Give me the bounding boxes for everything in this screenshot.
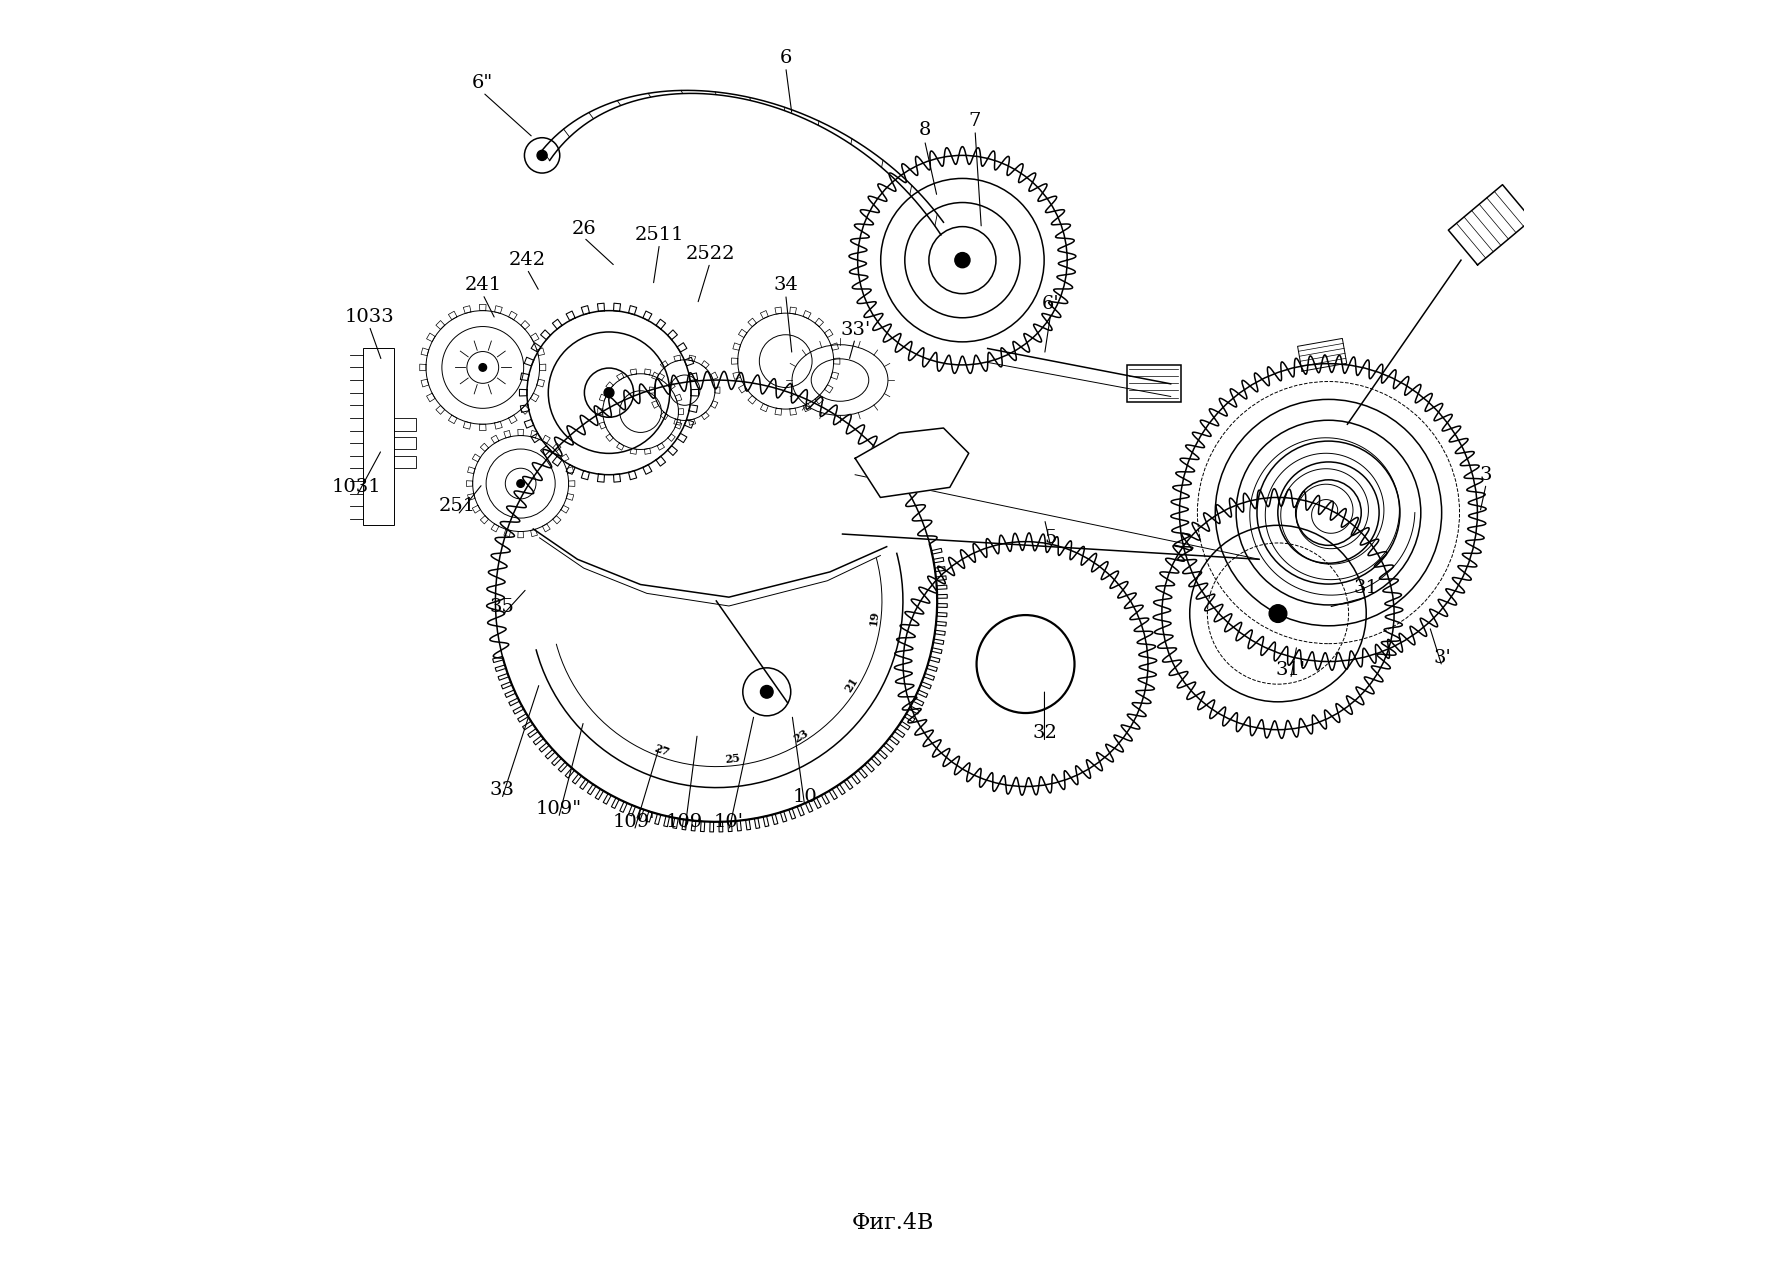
Text: 8: 8: [918, 121, 931, 139]
Text: 10: 10: [793, 788, 816, 806]
Text: 1031: 1031: [332, 478, 382, 496]
Text: 25: 25: [725, 753, 741, 765]
Text: 251: 251: [439, 497, 477, 515]
Text: 5: 5: [1045, 529, 1057, 546]
Text: 34: 34: [773, 276, 798, 295]
Text: 35: 35: [489, 598, 514, 616]
Circle shape: [1270, 605, 1288, 622]
Text: 6: 6: [779, 49, 791, 67]
Text: 109": 109": [536, 801, 582, 818]
Text: 33: 33: [489, 782, 514, 799]
Circle shape: [956, 253, 970, 268]
Text: Фиг.4В: Фиг.4В: [852, 1212, 934, 1235]
Text: 27: 27: [654, 743, 672, 758]
Text: 10': 10': [714, 813, 745, 831]
Text: 7: 7: [968, 113, 981, 130]
Text: 21: 21: [843, 676, 859, 694]
Text: 6': 6': [1041, 295, 1059, 314]
Text: 33': 33': [839, 320, 870, 339]
Text: 2522: 2522: [686, 245, 734, 263]
Circle shape: [479, 363, 486, 371]
Text: 3': 3': [1432, 649, 1450, 667]
Polygon shape: [855, 428, 968, 497]
Text: 109: 109: [666, 813, 704, 831]
Circle shape: [604, 388, 614, 397]
Text: 241: 241: [464, 276, 502, 295]
Text: 3: 3: [1481, 466, 1493, 483]
Circle shape: [516, 479, 525, 487]
Text: 19: 19: [868, 610, 880, 626]
Text: 31: 31: [1354, 579, 1379, 597]
Text: 23: 23: [791, 727, 809, 744]
Text: 109': 109': [613, 813, 655, 831]
Polygon shape: [1127, 364, 1181, 401]
Text: 242: 242: [509, 252, 545, 269]
Text: 1033: 1033: [345, 307, 395, 326]
Text: 6": 6": [472, 75, 493, 92]
Text: 2511: 2511: [634, 226, 684, 244]
Text: 26: 26: [572, 220, 597, 238]
Text: 32: 32: [1032, 725, 1057, 743]
Text: 31': 31': [1275, 662, 1306, 679]
Circle shape: [761, 686, 773, 698]
Circle shape: [538, 151, 547, 161]
